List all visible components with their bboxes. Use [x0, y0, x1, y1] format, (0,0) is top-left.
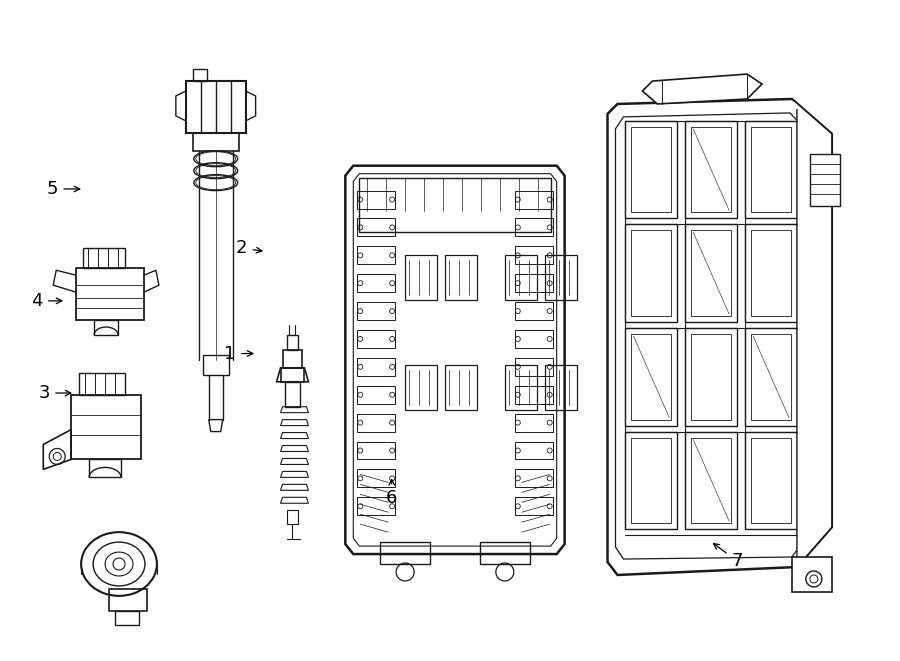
Bar	[94, 320, 118, 335]
Bar	[515, 442, 553, 459]
Bar	[792, 557, 832, 592]
Bar	[357, 190, 395, 208]
Text: 2: 2	[236, 239, 262, 257]
Bar	[515, 497, 553, 515]
Bar	[202, 355, 229, 375]
Text: 3: 3	[39, 384, 71, 402]
Bar	[632, 231, 671, 316]
Bar	[515, 302, 553, 320]
Bar	[79, 373, 125, 395]
Bar	[691, 231, 731, 316]
Bar	[752, 438, 791, 524]
Bar	[357, 247, 395, 264]
Bar	[505, 365, 536, 410]
Bar	[286, 335, 299, 350]
Bar	[357, 414, 395, 432]
Bar	[405, 255, 437, 300]
Bar	[626, 225, 678, 322]
Bar	[480, 542, 530, 564]
Polygon shape	[608, 99, 832, 575]
Text: 1: 1	[224, 344, 253, 362]
Bar	[357, 386, 395, 404]
Bar	[752, 231, 791, 316]
Bar	[515, 386, 553, 404]
Bar	[284, 382, 301, 407]
Bar	[357, 469, 395, 487]
Bar	[357, 302, 395, 320]
Bar	[632, 438, 671, 524]
Bar	[515, 469, 553, 487]
Bar	[691, 334, 731, 420]
Bar	[515, 414, 553, 432]
Bar	[357, 497, 395, 515]
Bar	[357, 219, 395, 237]
Bar	[515, 330, 553, 348]
Bar	[810, 154, 840, 206]
Bar	[691, 438, 731, 524]
Bar	[632, 127, 671, 212]
Bar	[626, 432, 678, 529]
Bar	[544, 365, 577, 410]
Bar	[626, 121, 678, 219]
Text: 5: 5	[47, 180, 80, 198]
Bar	[357, 442, 395, 459]
Bar	[76, 268, 144, 320]
Bar	[685, 225, 737, 322]
Bar	[626, 328, 678, 426]
Bar	[685, 121, 737, 219]
Polygon shape	[792, 99, 832, 567]
Polygon shape	[346, 166, 564, 554]
Bar	[752, 127, 791, 212]
Bar	[745, 121, 796, 219]
Bar	[752, 334, 791, 420]
Bar	[89, 459, 121, 477]
Bar	[445, 255, 477, 300]
Bar	[281, 368, 304, 382]
Bar	[357, 330, 395, 348]
Bar	[515, 190, 553, 208]
Text: 7: 7	[714, 543, 742, 570]
Bar	[505, 255, 536, 300]
Bar	[115, 611, 139, 625]
Bar	[745, 432, 796, 529]
Polygon shape	[643, 74, 762, 104]
Text: 4: 4	[32, 292, 62, 310]
Bar	[359, 178, 551, 233]
Bar	[283, 350, 302, 368]
Text: 6: 6	[386, 479, 398, 508]
Bar	[357, 274, 395, 292]
Bar	[83, 249, 125, 268]
Bar	[745, 328, 796, 426]
Bar	[515, 247, 553, 264]
Bar	[71, 395, 141, 459]
Bar	[357, 358, 395, 376]
Bar	[286, 510, 299, 524]
Bar	[193, 133, 238, 151]
Bar	[185, 81, 246, 133]
Bar	[380, 542, 430, 564]
Bar	[691, 127, 731, 212]
Bar	[445, 365, 477, 410]
Bar	[405, 365, 437, 410]
Bar	[109, 589, 147, 611]
Bar	[544, 255, 577, 300]
Bar	[685, 432, 737, 529]
Bar	[515, 219, 553, 237]
Bar	[193, 69, 207, 81]
Bar	[632, 334, 671, 420]
Bar	[515, 274, 553, 292]
Bar	[515, 358, 553, 376]
Bar	[745, 225, 796, 322]
Bar	[685, 328, 737, 426]
